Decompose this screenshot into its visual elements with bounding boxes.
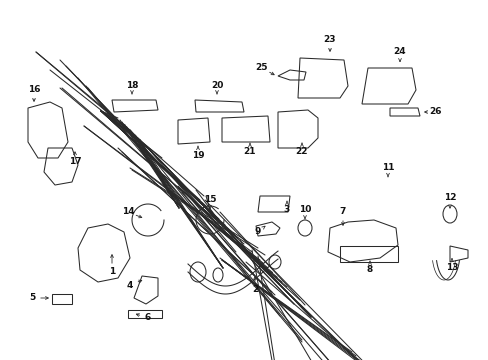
Text: 12: 12 <box>443 194 455 202</box>
Text: 16: 16 <box>28 85 40 94</box>
Text: 22: 22 <box>295 148 307 157</box>
Text: 21: 21 <box>243 148 256 157</box>
Text: 17: 17 <box>68 158 81 166</box>
Text: 25: 25 <box>255 63 268 72</box>
Text: 3: 3 <box>284 206 289 215</box>
Text: 13: 13 <box>445 264 457 273</box>
Text: 20: 20 <box>210 81 223 90</box>
Text: 18: 18 <box>125 81 138 90</box>
Text: 4: 4 <box>126 280 133 289</box>
Text: 24: 24 <box>393 48 406 57</box>
Text: 19: 19 <box>191 150 204 159</box>
Text: 14: 14 <box>122 207 134 216</box>
Text: 5: 5 <box>29 293 35 302</box>
Text: 6: 6 <box>144 314 151 323</box>
Text: 10: 10 <box>298 206 310 215</box>
Text: 26: 26 <box>429 108 441 117</box>
Text: 2: 2 <box>251 285 258 294</box>
Text: 7: 7 <box>339 207 346 216</box>
Text: 23: 23 <box>323 36 336 45</box>
Text: 15: 15 <box>203 195 216 204</box>
Text: 8: 8 <box>366 266 372 274</box>
Text: 1: 1 <box>109 267 115 276</box>
Text: 9: 9 <box>254 228 261 237</box>
Text: 11: 11 <box>381 163 393 172</box>
